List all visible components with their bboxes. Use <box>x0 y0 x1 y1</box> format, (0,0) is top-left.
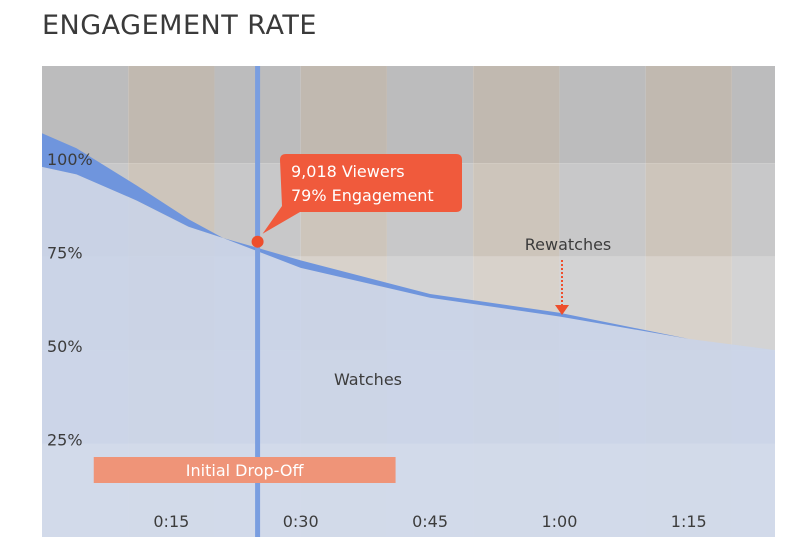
x-tick-label: 1:00 <box>541 512 577 531</box>
x-tick-label: 0:15 <box>153 512 189 531</box>
grid-cell <box>386 66 474 164</box>
initial-dropoff-label: Initial Drop-Off <box>186 461 305 480</box>
callout-engagement: 79% Engagement <box>291 186 434 205</box>
y-tick-label: 100% <box>47 150 93 169</box>
grid-cell <box>128 66 215 164</box>
grid-cell <box>731 256 775 351</box>
x-tick-label: 1:15 <box>671 512 707 531</box>
grid-cell <box>559 163 646 257</box>
annotations: Initial Drop-Off Watches Rewatches 9,018 Vi… <box>93 154 612 483</box>
chart-areas <box>42 66 775 537</box>
grid-cell <box>731 163 775 257</box>
y-tick-label: 50% <box>47 337 83 356</box>
grid-cell <box>300 66 387 164</box>
y-tick-label: 75% <box>47 244 83 263</box>
grid-cell <box>559 66 646 164</box>
grid-cell <box>473 66 560 164</box>
chart-title: ENGAGEMENT RATE <box>42 10 317 41</box>
footer-fragment <box>42 541 122 550</box>
rewatches-label: Rewatches <box>525 235 612 254</box>
grid-cell <box>473 163 560 257</box>
x-tick-label: 0:30 <box>283 512 319 531</box>
grid-cell <box>645 163 732 257</box>
grid-cell <box>645 66 732 164</box>
y-tick-label: 25% <box>47 431 83 450</box>
grid-cell <box>731 66 775 164</box>
callout-box <box>262 154 462 234</box>
watches-area <box>42 166 775 537</box>
callout-viewers: 9,018 Viewers <box>291 162 405 181</box>
highlight-marker <box>251 235 264 248</box>
initial-dropoff-bar <box>93 457 396 483</box>
x-tick-label: 0:45 <box>412 512 448 531</box>
rewatches-arrow-head <box>555 305 569 315</box>
watches-label: Watches <box>334 370 402 389</box>
x-axis: 0:15 0:30 0:45 1:00 1:15 <box>153 512 706 531</box>
y-axis: 100% 75% 50% 25% <box>47 150 93 449</box>
